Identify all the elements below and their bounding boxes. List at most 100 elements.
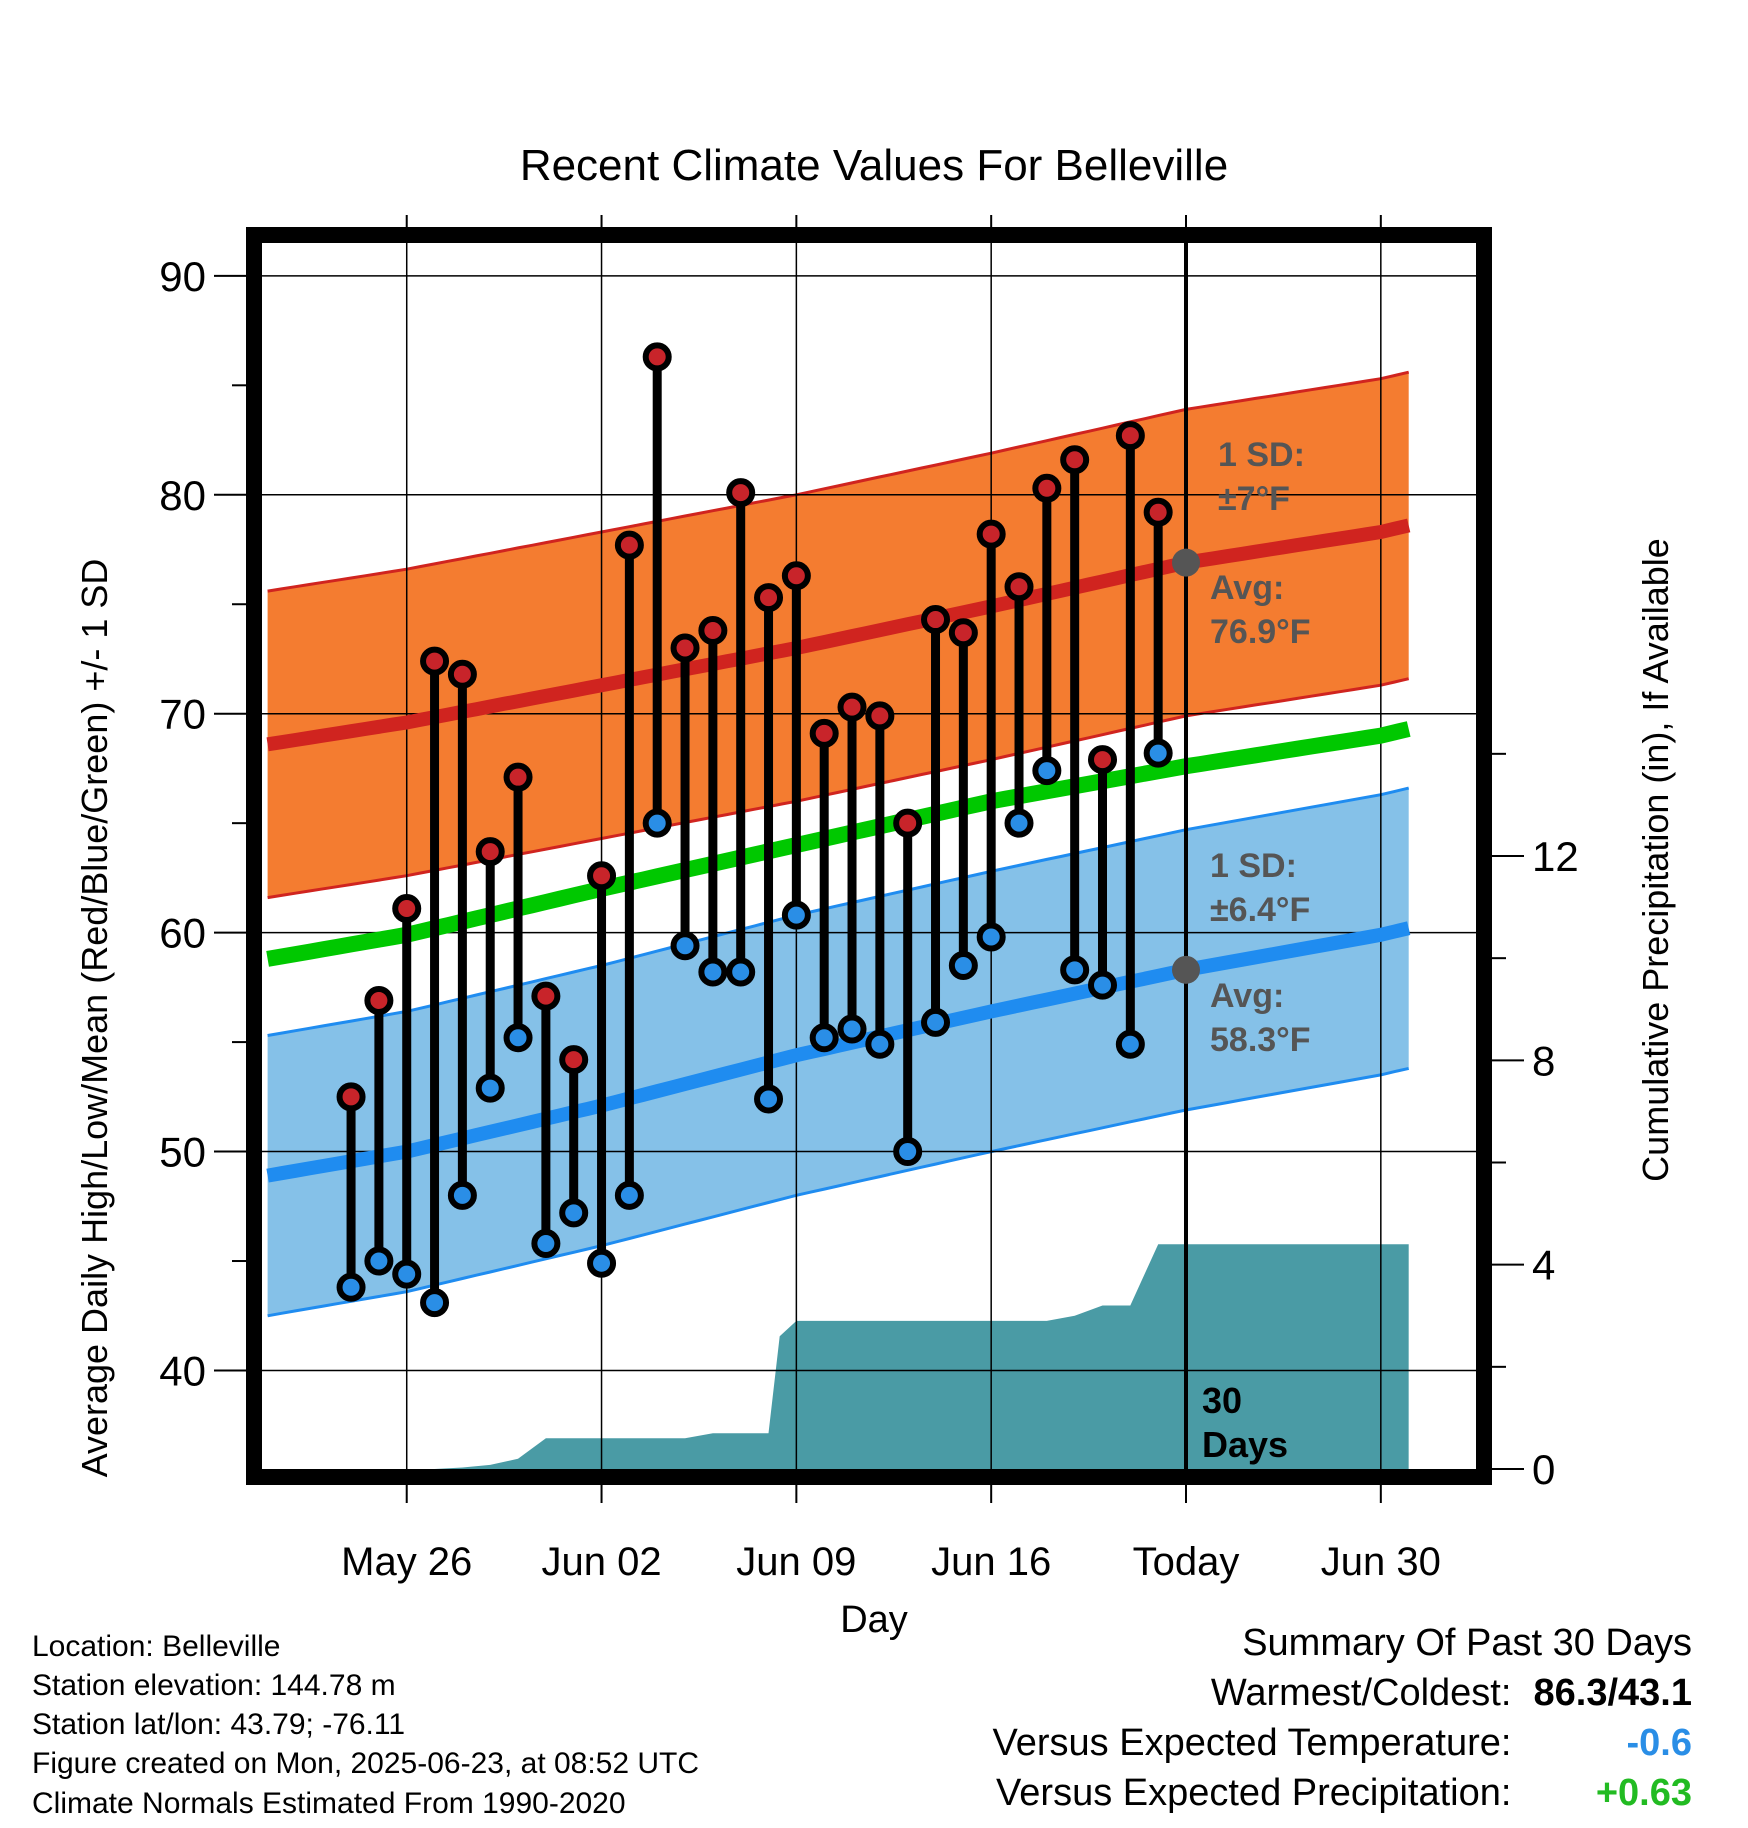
daily-high-point: [976, 519, 1006, 549]
daily-high-point: [1115, 421, 1145, 451]
daily-low-point: [1032, 756, 1062, 786]
y-tick-label: 80: [159, 472, 206, 519]
warmest-coldest-value: 86.3/43.1: [1533, 1672, 1692, 1714]
annotation-line1: 1 SD:: [1218, 436, 1305, 474]
daily-low-point: [921, 1007, 951, 1037]
low-sd-upper-edge: [267, 786, 1410, 1037]
daily-high-point: [447, 659, 477, 689]
annotation-line1: 1 SD:: [1210, 847, 1297, 885]
daily-high-point: [614, 530, 644, 560]
daily-high-point: [1060, 445, 1090, 475]
plot-frame: [246, 227, 1492, 1485]
daily-high-point: [364, 985, 394, 1015]
daily-low-point: [893, 1137, 923, 1167]
daily-high-point: [1143, 497, 1173, 527]
today-avg-high-marker: [1172, 548, 1200, 577]
daily-low-point: [948, 950, 978, 980]
daily-low-point: [1143, 738, 1173, 768]
annotation-line2: ±7°F: [1218, 480, 1290, 518]
footer-location: Location: Belleville: [32, 1630, 281, 1663]
summary-title: Summary Of Past 30 Days: [1242, 1622, 1692, 1664]
avg-low-line: [266, 921, 1411, 1183]
daily-low-point: [670, 931, 700, 961]
precipitation-label: Versus Expected Precipitation:: [996, 1772, 1512, 1814]
daily-high-point: [1088, 745, 1118, 775]
precipitation-area: [351, 1244, 1409, 1469]
annotation-line2: ±6.4°F: [1210, 891, 1310, 929]
today-label-line2: Days: [1202, 1424, 1288, 1465]
daily-low-point: [336, 1272, 366, 1302]
daily-low-point: [809, 1023, 839, 1053]
daily-high-point: [587, 861, 617, 891]
daily-high-point: [893, 808, 923, 838]
daily-low-point: [1088, 970, 1118, 1000]
today-label-line1: 30: [1202, 1380, 1242, 1421]
daily-high-point: [837, 692, 867, 722]
y-axis-label-left: Average Daily High/Low/Mean (Red/Blue/Gr…: [74, 559, 115, 1478]
daily-high-point: [1032, 473, 1062, 503]
daily-high-point: [642, 342, 672, 372]
high-sd-upper-edge: [267, 370, 1410, 593]
daily-low-point: [503, 1023, 533, 1053]
daily-low-point: [475, 1073, 505, 1103]
daily-low-point: [837, 1014, 867, 1044]
today-avg-low-marker: [1172, 955, 1200, 984]
chart-title: Recent Climate Values For Belleville: [520, 141, 1228, 190]
daily-low-point: [1060, 955, 1090, 985]
x-tick-label: Today: [1133, 1540, 1240, 1584]
daily-high-point: [865, 701, 895, 731]
daily-low-point: [587, 1248, 617, 1278]
daily-high-point: [1004, 572, 1034, 602]
precipitation-value: +0.63: [1595, 1772, 1692, 1814]
daily-low-point: [559, 1198, 589, 1228]
y-tick-label: 70: [159, 691, 206, 738]
daily-high-point: [948, 618, 978, 648]
daily-high-point: [392, 894, 422, 924]
plot-area: 1 SD: ±7°F Avg: 76.9°F 1 SD: ±6.4°F Avg: 58.3°F…: [159, 215, 1579, 1584]
daily-high-point: [754, 583, 784, 613]
daily-low-point: [976, 922, 1006, 952]
x-tick-label: Jun 02: [541, 1540, 661, 1584]
daily-high-point: [698, 616, 728, 646]
daily-low-point: [447, 1180, 477, 1210]
y-right-tick-label: 0: [1532, 1446, 1555, 1493]
daily-low-point: [754, 1084, 784, 1114]
x-axis-label: Day: [840, 1599, 908, 1641]
high-sd-lower-edge: [267, 677, 1410, 900]
x-tick-label: Jun 16: [931, 1540, 1051, 1584]
annotation-line2: 76.9°F: [1210, 613, 1311, 651]
footer-latlon: Station lat/lon: 43.79; -76.11: [32, 1708, 406, 1741]
x-tick-label: Jun 09: [736, 1540, 856, 1584]
footer-created: Figure created on Mon, 2025-06-23, at 08…: [32, 1747, 700, 1780]
footer-normals: Climate Normals Estimated From 1990-2020: [32, 1787, 626, 1820]
warmest-coldest-label: Warmest/Coldest:: [1210, 1672, 1512, 1714]
daily-high-point: [531, 981, 561, 1011]
mean-line: [266, 721, 1411, 967]
y-tick-label: 60: [159, 910, 206, 957]
daily-low-point: [781, 900, 811, 930]
daily-high-point: [420, 646, 450, 676]
y-right-tick-label: 12: [1532, 833, 1579, 880]
y-axis-label-right: Cumulative Precipitation (in), If Availa…: [1635, 538, 1676, 1182]
daily-low-point: [1115, 1029, 1145, 1059]
temperature-value: -0.6: [1626, 1722, 1692, 1764]
temperature-label: Versus Expected Temperature:: [992, 1722, 1512, 1764]
y-tick-label: 50: [159, 1129, 206, 1176]
summary-temperature: Versus Expected Temperature: -0.6: [993, 1722, 1692, 1765]
daily-high-point: [809, 718, 839, 748]
footer-elevation: Station elevation: 144.78 m: [32, 1669, 396, 1702]
summary-precipitation: Versus Expected Precipitation: +0.63: [996, 1772, 1692, 1815]
daily-high-point: [726, 478, 756, 508]
low-sd-lower-edge: [267, 1066, 1410, 1318]
y-tick-label: 90: [159, 253, 206, 300]
daily-high-point: [503, 762, 533, 792]
daily-low-point: [1004, 808, 1034, 838]
x-tick-label: Jun 30: [1321, 1540, 1441, 1584]
daily-low-point: [698, 957, 728, 987]
plot-interior: 1 SD: ±7°F Avg: 76.9°F 1 SD: ±6.4°F Avg: 58.3°F…: [262, 243, 1476, 1469]
daily-high-point: [921, 605, 951, 635]
y-right-tick-label: 4: [1532, 1242, 1555, 1289]
summary-warmest-coldest: Warmest/Coldest: 86.3/43.1: [1211, 1672, 1692, 1715]
daily-high-point: [781, 561, 811, 591]
